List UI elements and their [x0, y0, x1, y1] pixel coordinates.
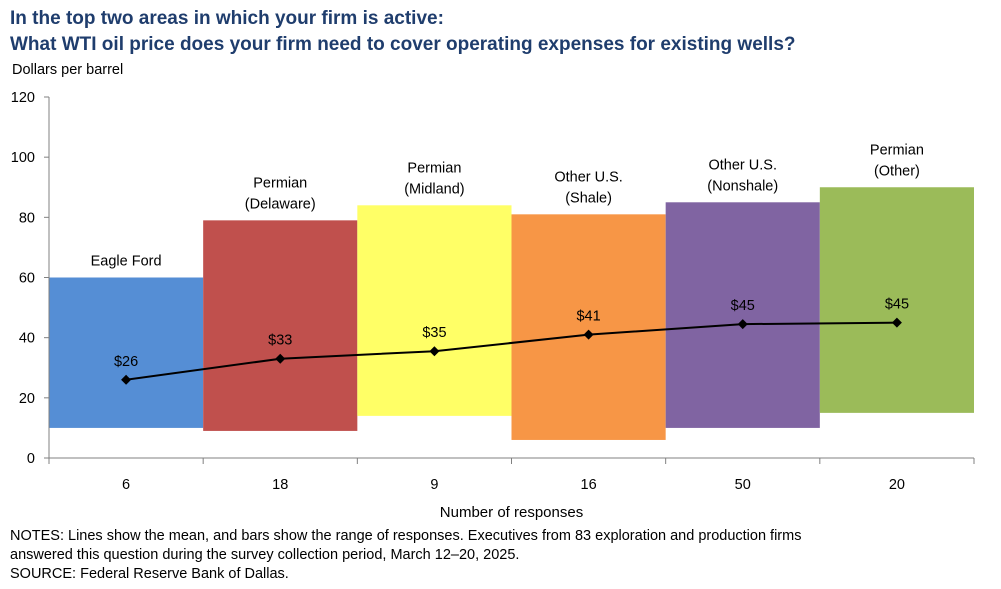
notes-line-2: answered this question during the survey…	[10, 547, 520, 563]
category-label-5-0: Permian	[870, 142, 924, 158]
y-tick-label-20: 20	[19, 391, 35, 407]
mean-label-0: $26	[114, 354, 138, 370]
title-line-2: What WTI oil price does your firm need t…	[10, 34, 796, 55]
x-tick-label-4: 50	[735, 477, 751, 493]
x-tick-label-3: 16	[581, 477, 597, 493]
range-bar-5	[819, 187, 974, 413]
mean-label-3: $41	[576, 309, 600, 325]
mean-label-4: $45	[731, 298, 755, 314]
y-tick-label-80: 80	[19, 210, 35, 226]
y-tick-label-0: 0	[27, 451, 35, 467]
mean-label-1: $33	[268, 333, 292, 349]
mean-line	[125, 321, 897, 381]
category-label-3-0: Other U.S.	[554, 169, 623, 185]
mean-marker-0	[121, 374, 132, 385]
category-label-0-0: Eagle Ford	[91, 254, 162, 270]
mean-marker-3	[583, 329, 594, 340]
y-tick-label-40: 40	[19, 331, 35, 347]
x-tick-label-5: 20	[889, 477, 905, 493]
title-line-1: In the top two areas in which your firm …	[10, 8, 444, 29]
range-bar-2	[357, 205, 512, 416]
notes: NOTES: Lines show the mean, and bars sho…	[10, 527, 990, 584]
category-label-2-0: Permian	[407, 160, 461, 176]
category-label-4-1: (Nonshale)	[707, 178, 778, 194]
x-tick-label-0: 6	[122, 477, 130, 493]
range-bar-0	[49, 277, 204, 428]
category-label-5-1: (Other)	[874, 163, 920, 179]
category-label-1-1: (Delaware)	[245, 196, 316, 212]
category-label-2-1: (Midland)	[404, 181, 464, 197]
notes-line-3: SOURCE: Federal Reserve Bank of Dallas.	[10, 566, 289, 582]
y-tick-label-120: 120	[11, 90, 35, 106]
y-axis-label: Dollars per barrel	[12, 62, 124, 78]
y-tick-label-60: 60	[19, 271, 35, 287]
mean-marker-1	[275, 353, 286, 364]
y-tick-label-100: 100	[11, 150, 35, 166]
notes-line-1: NOTES: Lines show the mean, and bars sho…	[10, 528, 802, 544]
x-tick-label-1: 18	[272, 477, 288, 493]
mean-marker-5	[891, 317, 902, 328]
mean-label-2: $35	[422, 325, 446, 341]
chart-title: In the top two areas in which your firm …	[10, 6, 796, 58]
x-tick-label-2: 9	[430, 477, 438, 493]
mean-marker-2	[429, 346, 440, 357]
category-label-1-0: Permian	[253, 175, 307, 191]
category-label-4-0: Other U.S.	[709, 157, 778, 173]
category-label-3-1: (Shale)	[565, 190, 612, 206]
x-axis-label: Number of responses	[440, 504, 583, 521]
range-bar-4	[665, 202, 820, 428]
mean-marker-4	[737, 319, 748, 330]
mean-label-5: $45	[885, 297, 909, 313]
range-bar-3	[511, 214, 666, 440]
range-bar-1	[203, 220, 358, 431]
